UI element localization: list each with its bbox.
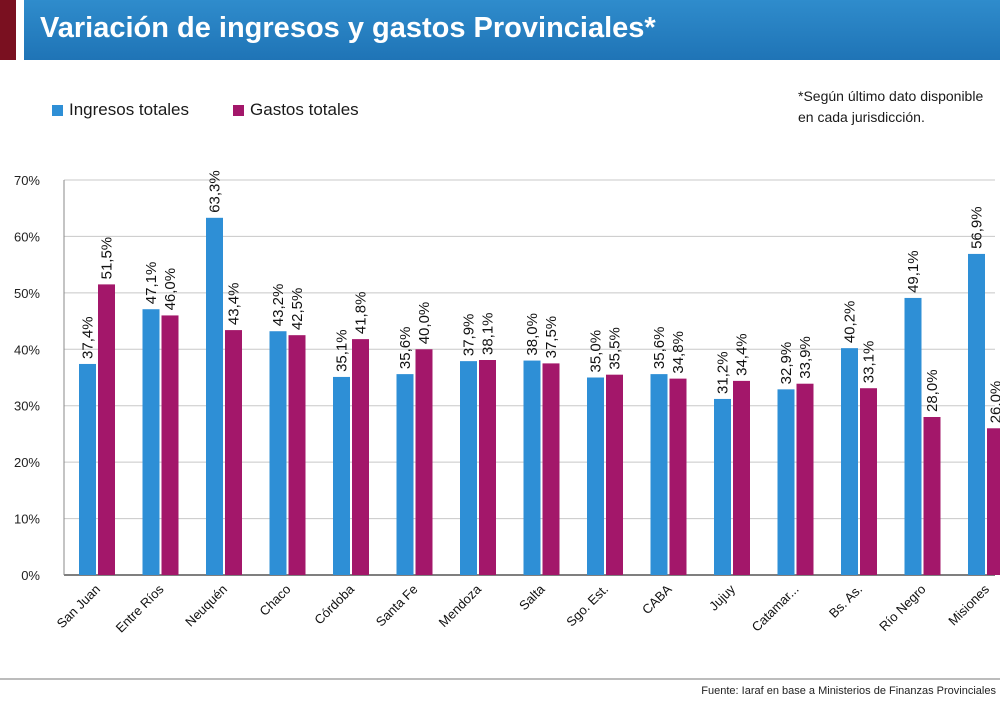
data-label-ingresos: 56,9% — [969, 206, 986, 249]
data-label-ingresos: 37,9% — [461, 314, 478, 357]
data-label-ingresos: 35,0% — [588, 330, 605, 373]
bar-gastos — [669, 378, 687, 575]
x-tick-label: Córdoba — [311, 581, 357, 627]
bar-ingresos — [396, 374, 414, 575]
bar-gastos — [415, 349, 433, 575]
data-label-ingresos: 47,1% — [143, 262, 160, 305]
bar-ingresos — [968, 253, 985, 575]
legend: Ingresos totales Gastos totales — [52, 100, 403, 120]
footnote: *Según último dato disponible en cada ju… — [798, 88, 984, 125]
data-label-ingresos: 35,1% — [334, 329, 351, 372]
data-label-gastos: 34,8% — [670, 331, 687, 374]
bar-ingresos — [587, 377, 604, 575]
x-tick-label: Chaco — [256, 582, 293, 619]
page-title: Variación de ingresos y gastos Provincia… — [40, 12, 656, 44]
footer-divider — [0, 678, 1000, 680]
data-label-gastos: 43,4% — [226, 283, 243, 326]
data-label-gastos: 35,5% — [607, 327, 624, 370]
bar-ingresos — [142, 309, 160, 575]
x-tick-label: Jujuy — [706, 581, 738, 613]
bar-gastos — [796, 383, 814, 575]
x-tick-label: Catamar... — [749, 582, 802, 635]
data-label-gastos: 38,1% — [480, 312, 497, 355]
data-label-gastos: 41,8% — [353, 292, 370, 335]
data-label-gastos: 34,4% — [734, 333, 751, 376]
x-tick-label: Entre Ríos — [113, 581, 167, 635]
bar-ingresos — [79, 363, 96, 575]
bar-gastos — [542, 363, 560, 575]
data-label-gastos: 26,0% — [988, 381, 1000, 424]
data-label-gastos: 42,5% — [289, 288, 306, 331]
data-label-ingresos: 31,2% — [715, 351, 732, 394]
bar-gastos — [479, 360, 496, 575]
x-tick-label: San Juan — [54, 582, 103, 631]
bar-ingresos — [206, 217, 223, 576]
y-tick-label: 50% — [14, 286, 40, 301]
bar-gastos — [161, 315, 179, 575]
bar-gastos — [98, 284, 115, 575]
bar-ingresos — [777, 389, 795, 575]
y-tick-label: 60% — [14, 229, 40, 244]
bar-gastos — [352, 339, 369, 575]
x-tick-label: Bs. As. — [826, 582, 865, 621]
x-tick-label: CABA — [639, 581, 675, 617]
left-accent-strip — [0, 0, 16, 60]
bar-gastos — [923, 417, 941, 575]
bar-gastos — [606, 374, 623, 575]
data-label-ingresos: 38,0% — [524, 313, 541, 356]
legend-item-ingresos: Ingresos totales — [52, 100, 189, 120]
legend-item-gastos: Gastos totales — [233, 100, 359, 120]
data-label-ingresos: 40,2% — [842, 301, 859, 344]
data-label-ingresos: 37,4% — [80, 316, 97, 359]
data-label-ingresos: 43,2% — [270, 284, 287, 327]
bar-gastos — [987, 428, 1000, 575]
data-label-gastos: 33,1% — [861, 341, 878, 384]
data-label-ingresos: 35,6% — [651, 327, 668, 370]
data-label-gastos: 40,0% — [416, 302, 433, 345]
bar-gastos — [860, 388, 877, 575]
data-label-ingresos: 49,1% — [905, 250, 922, 293]
bar-ingresos — [841, 348, 858, 575]
data-label-ingresos: 63,3% — [207, 170, 224, 213]
x-tick-label: Río Negro — [876, 582, 929, 635]
y-tick-label: 20% — [14, 455, 40, 470]
data-label-gastos: 46,0% — [162, 268, 179, 311]
bar-ingresos — [269, 331, 287, 575]
legend-swatch-ingresos — [52, 104, 63, 116]
x-tick-label: Salta — [516, 581, 548, 613]
legend-label-ingresos: Ingresos totales — [69, 100, 190, 119]
bar-ingresos — [904, 297, 922, 575]
legend-label-gastos: Gastos totales — [250, 100, 359, 119]
x-tick-label: Mendoza — [436, 581, 485, 630]
x-tick-label: Misiones — [945, 581, 992, 628]
bar-ingresos — [650, 374, 668, 575]
bar-ingresos — [460, 361, 477, 575]
data-label-gastos: 33,9% — [797, 336, 814, 379]
y-tick-label: 30% — [14, 399, 40, 414]
y-tick-label: 40% — [14, 342, 40, 357]
bar-ingresos — [333, 376, 350, 575]
y-tick-label: 0% — [21, 568, 40, 583]
y-tick-label: 10% — [14, 512, 40, 527]
bar-ingresos — [523, 360, 541, 575]
bar-ingresos — [714, 398, 731, 575]
x-tick-label: Santa Fe — [373, 582, 421, 630]
x-tick-label: Sgo. Est. — [563, 582, 611, 630]
legend-swatch-gastos — [233, 104, 245, 116]
bar-gastos — [733, 380, 750, 575]
bar-gastos — [288, 335, 306, 575]
title-bar: Variación de ingresos y gastos Provincia… — [24, 0, 1000, 60]
source-text: Fuente: Iaraf en base a Ministerios de F… — [701, 685, 996, 697]
data-label-ingresos: 32,9% — [778, 342, 795, 385]
data-label-ingresos: 35,6% — [397, 327, 414, 370]
data-label-gastos: 37,5% — [543, 316, 560, 359]
data-label-gastos: 28,0% — [924, 369, 941, 412]
y-tick-label: 70% — [14, 173, 40, 188]
bar-gastos — [225, 330, 242, 575]
data-label-gastos: 51,5% — [99, 237, 116, 280]
x-tick-label: Neuquén — [182, 582, 230, 630]
